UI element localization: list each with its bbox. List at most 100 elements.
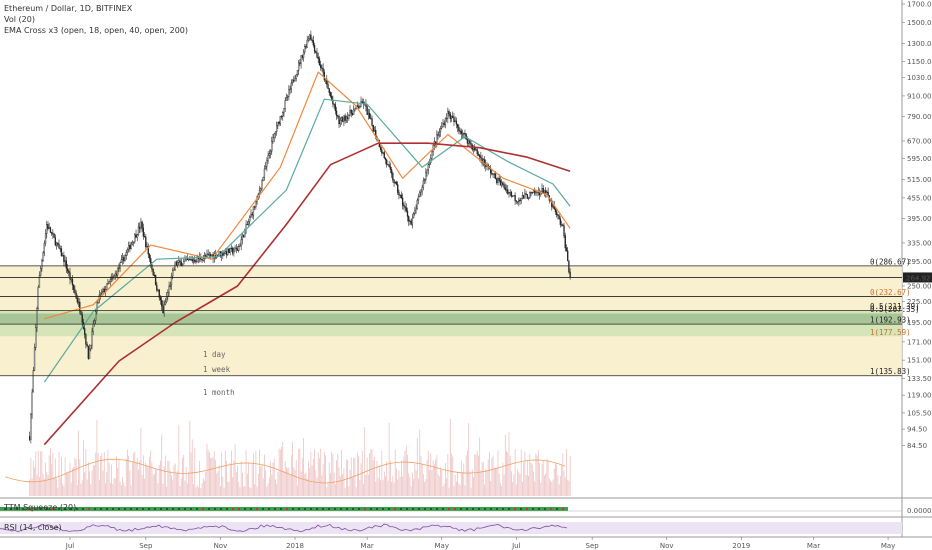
- volume-bar: [509, 455, 511, 496]
- volume-bar: [117, 467, 119, 496]
- candle-body: [526, 194, 528, 199]
- volume-bar: [180, 478, 182, 496]
- volume-bar: [293, 466, 295, 496]
- ttm-dot: [106, 508, 108, 510]
- candle-body: [73, 284, 75, 290]
- ttm-dot: [364, 508, 366, 510]
- volume-bar: [144, 478, 145, 496]
- volume-bar: [87, 462, 89, 496]
- ttm-dot: [178, 508, 180, 510]
- time-tick-label: Nov: [214, 542, 228, 550]
- candle-body: [84, 328, 86, 335]
- rsi-label: RSI (14, close): [4, 523, 62, 532]
- volume-bar: [356, 452, 358, 496]
- price-axis[interactable]: 1700.00 1500.00 1300.00 1150.00 1030.00 910.0…: [902, 1, 932, 516]
- candle-body: [301, 55, 303, 58]
- candle-body: [269, 150, 272, 154]
- volume-bar: [135, 462, 137, 496]
- volume-bar: [284, 461, 286, 496]
- candle-body: [96, 302, 98, 312]
- volume-bar: [416, 437, 418, 496]
- volume-bar: [325, 455, 326, 496]
- candle-body: [534, 190, 536, 194]
- ttm-dot: [76, 508, 78, 510]
- volume-bar: [76, 484, 78, 496]
- ttm-dot: [544, 508, 546, 510]
- candle-body: [499, 180, 502, 186]
- ttm-dot: [394, 508, 396, 510]
- time-tick-label: Mar: [361, 542, 374, 550]
- candle-body: [507, 189, 509, 194]
- volume-bar: [131, 462, 133, 496]
- volume-bar: [496, 467, 498, 496]
- candle-body: [450, 115, 453, 120]
- candle-body: [117, 267, 119, 276]
- volume-bar: [146, 465, 148, 496]
- ema-line-18: [44, 71, 571, 320]
- volume-bar: [322, 464, 324, 496]
- candle-body: [384, 157, 387, 161]
- volume-bar: [164, 455, 166, 496]
- candle-body: [152, 269, 154, 276]
- candle-body: [263, 168, 266, 178]
- volume-bar: [354, 457, 356, 496]
- volume-bar: [551, 482, 553, 496]
- ema-line-200: [43, 142, 571, 446]
- volume-bar: [380, 480, 381, 496]
- candle-body: [136, 234, 138, 238]
- ttm-label: TTM Squeeze (20): [4, 503, 77, 512]
- volume-bar: [453, 485, 455, 496]
- candle-body: [81, 314, 83, 323]
- ttm-dot: [328, 508, 330, 510]
- candle-body: [372, 124, 374, 132]
- candle-body: [120, 259, 123, 263]
- candle-body: [563, 225, 565, 236]
- volume-bar: [567, 480, 569, 496]
- ttm-dot: [322, 508, 324, 510]
- candle-body: [156, 284, 158, 291]
- candle-body: [519, 199, 521, 202]
- volume-bar: [317, 452, 319, 496]
- volume-bar: [402, 476, 404, 496]
- volume-bar: [91, 470, 93, 496]
- volume-bar: [434, 464, 435, 496]
- candle-body: [175, 261, 178, 266]
- volume-bar: [268, 477, 270, 496]
- candle-body: [512, 195, 514, 197]
- volume-bar: [514, 448, 516, 496]
- candle-body: [302, 51, 305, 58]
- candle-body: [119, 262, 121, 269]
- ttm-dot: [196, 508, 198, 510]
- candle-body: [266, 160, 268, 167]
- candle-body: [494, 173, 497, 179]
- volume-bar: [50, 448, 51, 496]
- candle-body: [44, 233, 47, 244]
- volume-bar: [414, 464, 416, 496]
- ttm-dot: [532, 508, 534, 510]
- volume-bar: [408, 473, 410, 496]
- ttm-dot: [40, 508, 42, 510]
- volume-bar: [420, 456, 422, 496]
- candle-body: [107, 283, 109, 285]
- volume-bar: [372, 460, 374, 496]
- candle-body: [260, 188, 262, 191]
- candle-body: [565, 247, 568, 252]
- candle-body: [284, 100, 286, 109]
- volume-bar: [557, 475, 559, 496]
- candle-body: [394, 182, 396, 184]
- volume-bar: [123, 482, 125, 496]
- candle-body: [491, 173, 493, 175]
- volume-bar: [97, 452, 99, 496]
- candle-body: [153, 274, 156, 277]
- volume-bar: [378, 465, 380, 496]
- volume-bar: [120, 484, 122, 496]
- candle-body: [334, 104, 337, 112]
- candle-body: [337, 115, 339, 117]
- time-axis[interactable]: Jul Sep Nov 2018 Mar May Jul Sep Nov 2019 Mar May: [65, 537, 896, 550]
- time-tick-label: Sep: [586, 542, 600, 550]
- candle-body: [422, 180, 425, 188]
- volume-bar: [377, 478, 379, 496]
- candle-body: [128, 245, 130, 250]
- volume-bar: [513, 474, 515, 496]
